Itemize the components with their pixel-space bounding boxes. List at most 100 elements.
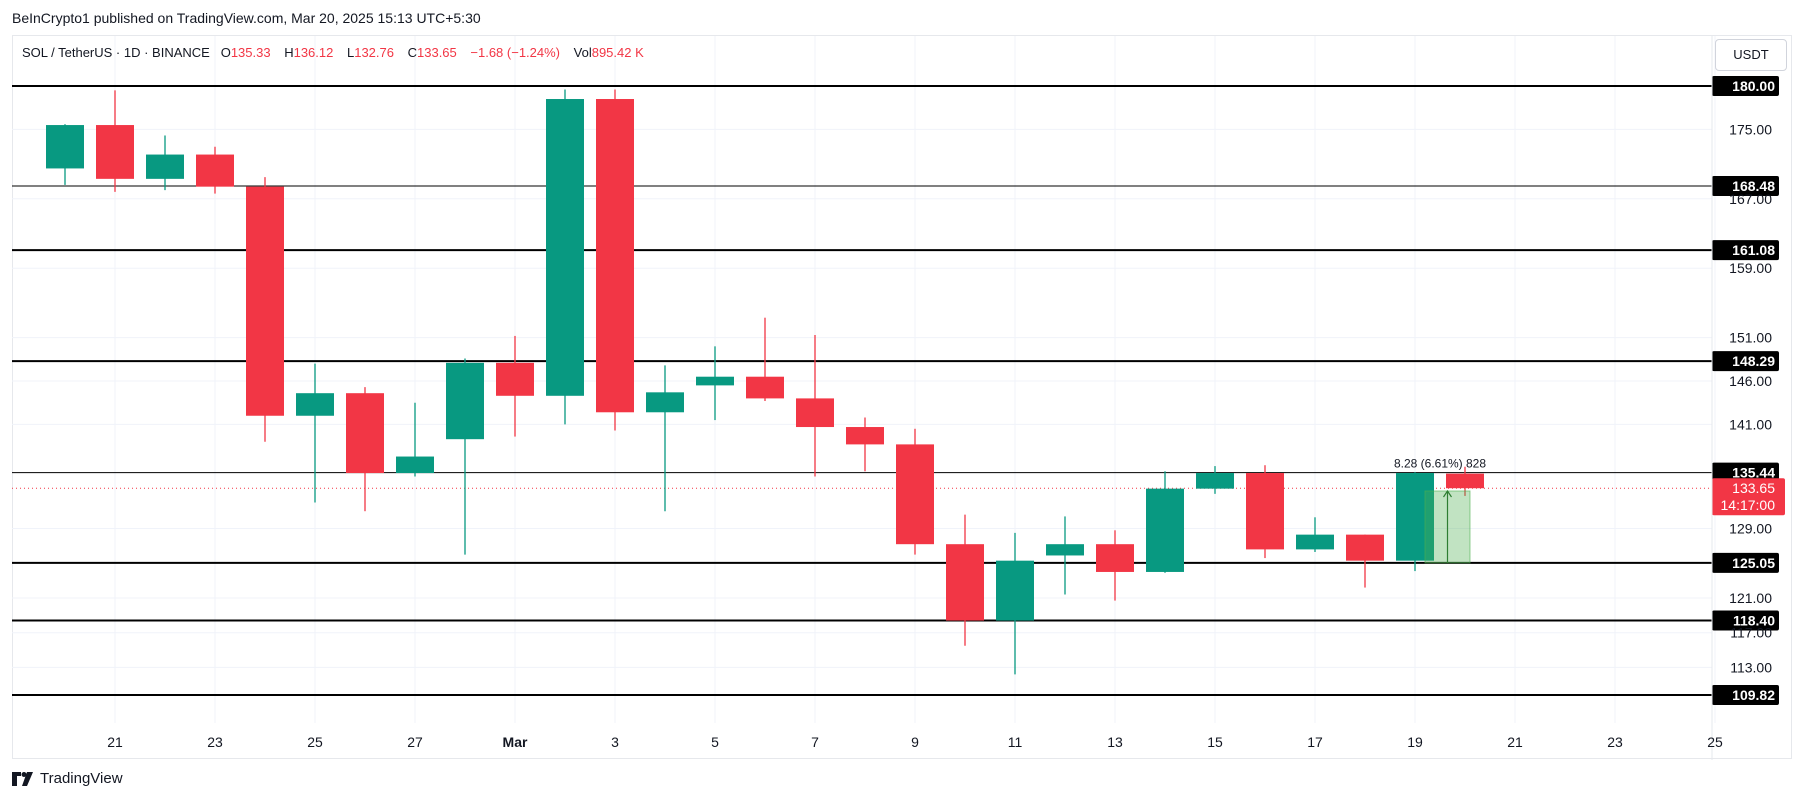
level-price-badge [1712, 175, 1779, 196]
candle-body [1296, 534, 1334, 550]
candle-body [546, 99, 584, 396]
time-tick-label: 13 [1107, 734, 1123, 750]
current-price-badge [1712, 478, 1785, 516]
legend-high-value: 136.12 [293, 45, 334, 60]
time-tick-label: 25 [1707, 734, 1723, 750]
candle-body [346, 393, 384, 474]
candle-countdown-label: 14:17:00 [1721, 497, 1776, 513]
candle-body [946, 544, 984, 621]
candle-body [96, 125, 134, 179]
price-range-measure: 8.28 (6.61%) 828 [1394, 457, 1486, 564]
level-price-badge [1712, 552, 1779, 573]
price-tick-label: 151.00 [1729, 330, 1772, 346]
level-price-label: 161.08 [1732, 242, 1775, 258]
candle-body [496, 362, 534, 396]
time-tick-label: 17 [1307, 734, 1323, 750]
candle-body [646, 392, 684, 413]
level-price-badge [1712, 462, 1779, 483]
publish-caption: BeInCrypto1 published on TradingView.com… [12, 10, 481, 26]
time-tick-label: 23 [1607, 734, 1623, 750]
price-tick-label: 175.00 [1729, 121, 1772, 137]
currency-button[interactable]: USDT [1715, 39, 1787, 71]
level-price-badge [1712, 351, 1779, 372]
level-price-label: 148.29 [1732, 353, 1775, 369]
time-tick-label: Mar [503, 734, 528, 750]
time-tick-label: 27 [407, 734, 423, 750]
time-axis: 21 23 25 27 Mar 3 5 7 9 11 13 15 17 19 21 23 25 [107, 734, 1723, 750]
level-price-badge [1712, 76, 1779, 96]
legend-symbol: SOL / TetherUS · 1D · BINANCE [22, 45, 210, 60]
level-price-label: 168.48 [1732, 178, 1775, 194]
time-tick-label: 3 [611, 734, 619, 750]
candle-body [696, 376, 734, 386]
candle-body [796, 398, 834, 428]
level-price-label: 125.05 [1732, 555, 1775, 571]
candle-body [246, 186, 284, 416]
price-tick-label: 167.00 [1729, 191, 1772, 207]
price-tick-label: 121.00 [1729, 590, 1772, 606]
measure-arrow-head [1443, 489, 1452, 498]
price-tick-label: 141.00 [1729, 416, 1772, 432]
level-price-label: 135.44 [1732, 465, 1775, 481]
level-price-label: 118.40 [1733, 613, 1775, 629]
candle-body [746, 376, 784, 399]
legend-low-value: 132.76 [354, 45, 394, 60]
price-tick-label: 117.00 [1730, 625, 1772, 641]
candle-body [296, 393, 334, 416]
legend-high-label: H [284, 45, 294, 60]
legend-open-label: O [220, 45, 231, 60]
price-axis: 175.00 167.00 159.00 151.00 146.00 141.00 129.… [1711, 35, 1772, 760]
time-tick-label: 5 [711, 734, 719, 750]
time-tick-label: 21 [1507, 734, 1523, 750]
candle-body [996, 560, 1034, 621]
candle-body [146, 154, 184, 179]
candle-body [846, 427, 884, 445]
time-tick-label: 15 [1207, 734, 1223, 750]
level-price-label: 109.82 [1732, 687, 1775, 703]
time-tick-label: 7 [811, 734, 819, 750]
tradingview-logo[interactable]: TradingView [12, 770, 123, 787]
candle-body [1446, 473, 1484, 489]
time-tick-label: 11 [1008, 734, 1023, 750]
level-price-label: 180.00 [1732, 78, 1775, 94]
level-price-badge [1712, 610, 1779, 631]
chart-legend: SOL / TetherUS · 1D · BINANCE O135.33 H1… [22, 45, 654, 60]
price-tick-label: 129.00 [1729, 521, 1772, 537]
candle-body [1196, 473, 1234, 489]
candle-body [396, 456, 434, 474]
level-price-badge [1712, 685, 1779, 705]
time-tick-label: 9 [911, 734, 919, 750]
legend-volume-value: 895.42 K [591, 45, 644, 60]
price-tick-label: 113.00 [1730, 659, 1772, 675]
candle-body [1396, 473, 1434, 561]
time-tick-label: 23 [207, 734, 223, 750]
candle-body [1346, 534, 1384, 561]
candle-body [196, 154, 234, 187]
legend-open-value: 135.33 [230, 45, 271, 60]
candle-body [1146, 488, 1184, 572]
time-tick-label: 25 [307, 734, 323, 750]
legend-close-value: 133.65 [417, 45, 457, 60]
time-tick-label: 19 [1407, 734, 1423, 750]
chart-frame [12, 35, 1792, 759]
candle-body [46, 125, 84, 169]
tradingview-brand: TradingView [40, 770, 123, 787]
price-tick-label: 159.00 [1729, 260, 1772, 276]
tv-logo-icon [12, 771, 33, 786]
legend-low-label: L [346, 45, 355, 60]
time-tick-label: 21 [107, 734, 123, 750]
legend-close-label: C [407, 45, 417, 60]
level-price-badge [1712, 240, 1779, 261]
candle-body [1046, 544, 1084, 556]
candle-body [896, 444, 934, 545]
candle-body [1096, 544, 1134, 572]
candle-body [1246, 473, 1284, 550]
legend-volume-label: Vol [573, 45, 592, 60]
candle-body [446, 362, 484, 440]
legend-change: −1.68 (−1.24%) [470, 45, 561, 60]
candles [46, 89, 1484, 675]
price-tick-label: 146.00 [1729, 373, 1772, 389]
measure-label: 8.28 (6.61%) 828 [1394, 457, 1486, 471]
current-price-label: 133.65 [1732, 480, 1775, 496]
